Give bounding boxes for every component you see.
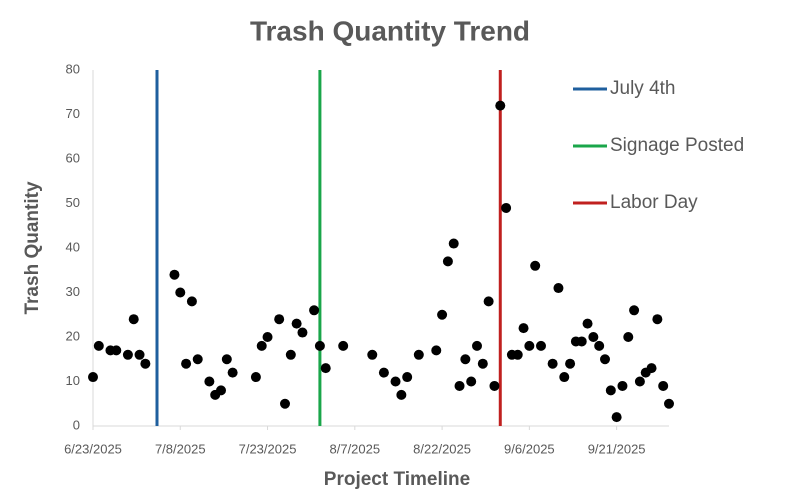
data-point (314, 340, 325, 351)
data-point (367, 349, 378, 360)
data-point (140, 358, 151, 369)
data-point (524, 340, 535, 351)
data-point (274, 314, 285, 325)
data-point (192, 354, 203, 365)
y-tick-label: 80 (66, 61, 80, 76)
y-tick-label: 0 (73, 417, 80, 432)
data-point (600, 354, 610, 365)
data-point (489, 380, 500, 391)
x-tick-label: 7/8/2025 (155, 441, 206, 456)
data-point (309, 305, 320, 316)
data-point (605, 385, 616, 396)
data-point (93, 340, 104, 351)
y-tick-label: 20 (66, 328, 80, 343)
data-point (221, 354, 232, 365)
data-point (460, 354, 471, 365)
data-point (466, 376, 477, 387)
data-point (512, 349, 523, 360)
x-tick-label: 9/21/2025 (588, 441, 646, 456)
data-point (338, 340, 349, 351)
x-tick-label: 8/7/2025 (330, 441, 381, 456)
data-point (390, 376, 401, 387)
data-point (664, 398, 674, 409)
y-tick-label: 50 (66, 195, 80, 210)
x-tick-label: 9/6/2025 (504, 441, 555, 456)
x-axis-title: Project Timeline (324, 469, 470, 490)
y-tick-label: 60 (66, 150, 80, 165)
data-point (169, 269, 180, 280)
legend-label: July 4th (610, 78, 675, 99)
x-tick-label: 8/22/2025 (413, 441, 471, 456)
data-point (588, 332, 599, 342)
y-tick-label: 40 (66, 239, 80, 254)
data-point (396, 389, 407, 400)
y-tick-label: 30 (66, 284, 80, 299)
data-point (495, 100, 506, 111)
data-point (285, 349, 296, 360)
data-point (122, 349, 133, 360)
data-point (320, 363, 331, 374)
data-point (501, 202, 512, 213)
data-point (477, 358, 488, 369)
data-point (448, 238, 459, 249)
data-point (559, 372, 570, 383)
y-tick-label: 10 (66, 373, 80, 388)
data-point (134, 349, 145, 360)
data-point (181, 358, 192, 369)
data-point (454, 380, 465, 391)
data-point (280, 398, 290, 409)
data-point (646, 363, 657, 374)
data-point (594, 340, 605, 351)
data-point (629, 305, 640, 316)
data-point (617, 380, 628, 391)
data-point (536, 340, 546, 351)
data-point (658, 380, 669, 391)
data-point (227, 367, 238, 378)
x-tick-label: 6/23/2025 (64, 441, 122, 456)
data-point (402, 372, 413, 383)
data-point (442, 256, 453, 267)
data-point (88, 372, 98, 383)
data-point (250, 372, 261, 383)
data-point (623, 332, 634, 342)
data-point (652, 314, 663, 325)
data-point (262, 332, 273, 342)
data-point (437, 309, 448, 320)
data-point (611, 412, 622, 423)
data-point (291, 318, 302, 329)
data-point (431, 345, 442, 356)
data-point (297, 327, 308, 338)
data-point (518, 323, 529, 334)
data-point (576, 336, 587, 347)
data-point (582, 318, 593, 329)
x-tick-label: 7/23/2025 (239, 441, 297, 456)
y-tick-label: 70 (66, 106, 80, 121)
data-point (483, 296, 494, 307)
data-point (378, 367, 389, 378)
y-axis-title: Trash Quantity (22, 181, 43, 314)
data-point (216, 385, 226, 396)
data-point (634, 376, 645, 387)
data-point (413, 349, 424, 360)
data-point (565, 358, 576, 369)
data-point (111, 345, 122, 356)
data-point (530, 260, 541, 271)
data-point (128, 314, 139, 325)
data-point (553, 283, 564, 294)
data-point (175, 287, 186, 298)
data-point (186, 296, 197, 307)
data-point (547, 358, 558, 369)
legend-label: Labor Day (610, 192, 698, 213)
data-point (472, 340, 482, 351)
data-point (204, 376, 215, 387)
chart-title: Trash Quantity Trend (250, 15, 530, 46)
data-point (256, 340, 267, 351)
legend-label: Signage Posted (610, 135, 744, 156)
